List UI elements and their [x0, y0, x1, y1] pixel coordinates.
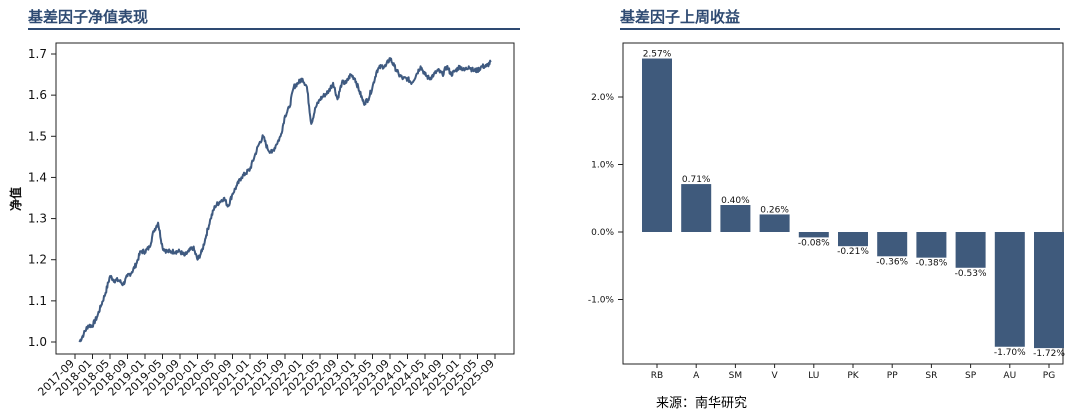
bar-value-label: -0.53%	[955, 269, 987, 279]
bar-value-label: -0.38%	[915, 259, 947, 269]
bar-value-label: -0.21%	[837, 247, 869, 257]
bar-value-label: 2.57%	[643, 50, 672, 60]
bar-a	[681, 184, 712, 232]
left-x-axis: 2017-092018-012018-052018-092019-012019-…	[35, 354, 497, 399]
right-chart-title: 基差因子上周收益	[620, 8, 741, 26]
right-x-tick-label: AU	[1003, 371, 1016, 381]
left-y-axis: 1.0 1.1 1.2 1.3 1.4 1.5 1.6 1.7	[28, 47, 56, 349]
left-title-rule	[28, 28, 520, 30]
right-y-axis: 2.0% 1.0% 0.0% -1.0%	[588, 93, 623, 306]
bar-value-label: -1.70%	[994, 348, 1026, 358]
nav-line-chart: 1.0 1.1 1.2 1.3 1.4 1.5 1.6 1.7 2017-092018-012…	[8, 42, 515, 399]
right-x-tick-label: V	[772, 371, 779, 381]
bar-rb	[642, 58, 672, 233]
right-x-tick-label: RB	[651, 371, 663, 381]
bar-v	[759, 214, 790, 232]
left-y-tick-label: 1.2	[28, 253, 47, 267]
bar-value-label: 0.26%	[760, 205, 789, 215]
bar-pk	[838, 232, 868, 247]
bar-lu	[798, 232, 829, 238]
left-y-axis-label: 净值	[8, 187, 23, 211]
right-plot-frame	[622, 42, 1064, 365]
bar-sr	[916, 232, 947, 258]
bar-series: 2.57% 0.71% 0.40% 0.26% -0.08% -0.21% -0.36% -0…	[642, 50, 1065, 359]
left-y-tick-label: 1.4	[28, 170, 47, 184]
right-x-tick-label: SP	[965, 371, 977, 381]
bar-sm	[720, 205, 751, 232]
right-y-tick-label: -1.0%	[588, 296, 615, 306]
bar-value-label: 0.40%	[721, 196, 750, 206]
right-x-tick-label: SR	[925, 371, 937, 381]
weekly-return-bar-chart: 2.0% 1.0% 0.0% -1.0% 2.57% 0.71% 0.40% 0.26% -0…	[588, 42, 1065, 381]
right-y-tick-label: 1.0%	[591, 161, 614, 171]
right-x-tick-label: PP	[887, 371, 898, 381]
right-x-tick-label: LU	[808, 371, 819, 381]
right-y-tick-label: 0.0%	[591, 228, 614, 238]
right-y-tick-label: 2.0%	[591, 93, 614, 103]
left-chart-title: 基差因子净值表现	[28, 8, 149, 26]
bar-value-label: -1.72%	[1033, 349, 1065, 359]
right-x-tick-label: PK	[847, 371, 859, 381]
left-y-tick-label: 1.6	[28, 88, 47, 102]
bar-value-label: 0.71%	[682, 175, 711, 185]
bar-value-label: -0.08%	[798, 238, 830, 248]
bar-pp	[877, 232, 908, 257]
nav-series-line	[78, 57, 492, 343]
right-x-axis: RB A SM V LU PK PP SR SP AU PG	[651, 364, 1055, 381]
right-x-tick-label: A	[693, 371, 700, 381]
left-plot-frame	[55, 42, 515, 355]
bar-pg	[1034, 232, 1064, 349]
left-y-tick-label: 1.0	[28, 335, 47, 349]
bar-sp	[955, 232, 986, 268]
bar-value-label: -0.36%	[876, 257, 908, 267]
right-title-rule	[620, 28, 1060, 30]
left-y-tick-label: 1.5	[28, 129, 47, 143]
left-y-tick-label: 1.7	[28, 47, 47, 61]
right-x-tick-label: SM	[729, 371, 742, 381]
left-y-tick-label: 1.3	[28, 212, 47, 226]
source-note: 来源：南华研究	[656, 396, 748, 411]
bar-au	[994, 232, 1025, 347]
left-y-tick-label: 1.1	[28, 294, 47, 308]
right-x-tick-label: PG	[1043, 371, 1055, 381]
